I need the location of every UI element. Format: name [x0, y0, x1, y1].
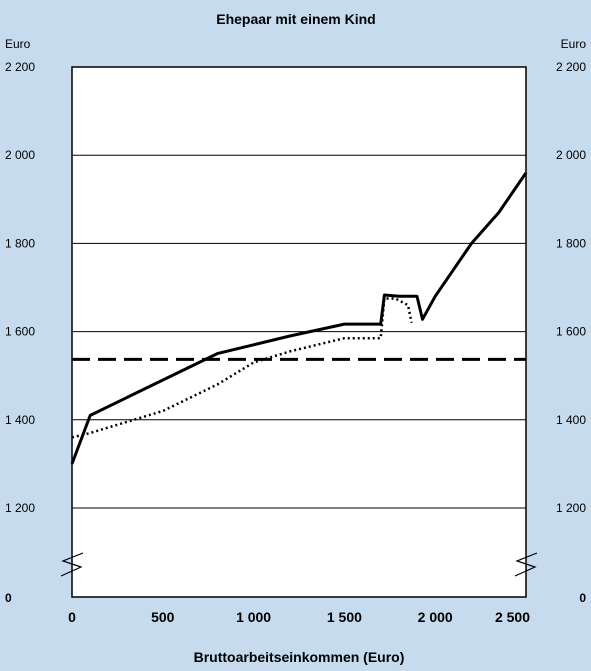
y-tick-labels: 1 200 1 200 1 400 1 400 1 600 1 600 1 800 1 800… [5, 60, 586, 605]
x-tick-2000: 2 000 [418, 609, 453, 625]
axis-break-right [514, 552, 538, 577]
y-unit-right: Euro [561, 37, 587, 51]
x-tick-1000: 1 000 [236, 609, 271, 625]
y-tick-right-1400: 1 400 [556, 413, 586, 427]
y-tick-left-1600: 1 600 [5, 325, 35, 339]
y-tick-left-1200: 1 200 [5, 501, 35, 515]
axis-break-left [60, 552, 84, 577]
x-tick-1500: 1 500 [327, 609, 362, 625]
y-tick-right-0: 0 [579, 591, 586, 605]
x-tick-labels: 0 500 1 000 1 500 2 000 2 500 [68, 609, 530, 625]
chart-title: Ehepaar mit einem Kind [216, 11, 375, 27]
x-tick-500: 500 [151, 609, 175, 625]
axis-breaks [60, 552, 538, 577]
y-tick-right-1200: 1 200 [556, 501, 586, 515]
y-unit-left: Euro [5, 37, 31, 51]
y-tick-right-1600: 1 600 [556, 325, 586, 339]
x-axis-label: Bruttoarbeitseinkommen (Euro) [194, 649, 405, 665]
y-tick-left-1800: 1 800 [5, 236, 35, 250]
y-tick-right-2000: 2 000 [556, 148, 586, 162]
series-group [70, 171, 528, 465]
y-tick-left-2000: 2 000 [5, 148, 35, 162]
y-tick-right-1800: 1 800 [556, 236, 586, 250]
y-tick-left-2200: 2 200 [5, 60, 35, 74]
x-tick-0: 0 [68, 609, 76, 625]
grid-lines [72, 154, 526, 509]
y-tick-left-0: 0 [5, 591, 12, 605]
x-tick-2500: 2 500 [495, 609, 530, 625]
y-tick-right-2200: 2 200 [556, 60, 586, 74]
y-tick-left-1400: 1 400 [5, 413, 35, 427]
